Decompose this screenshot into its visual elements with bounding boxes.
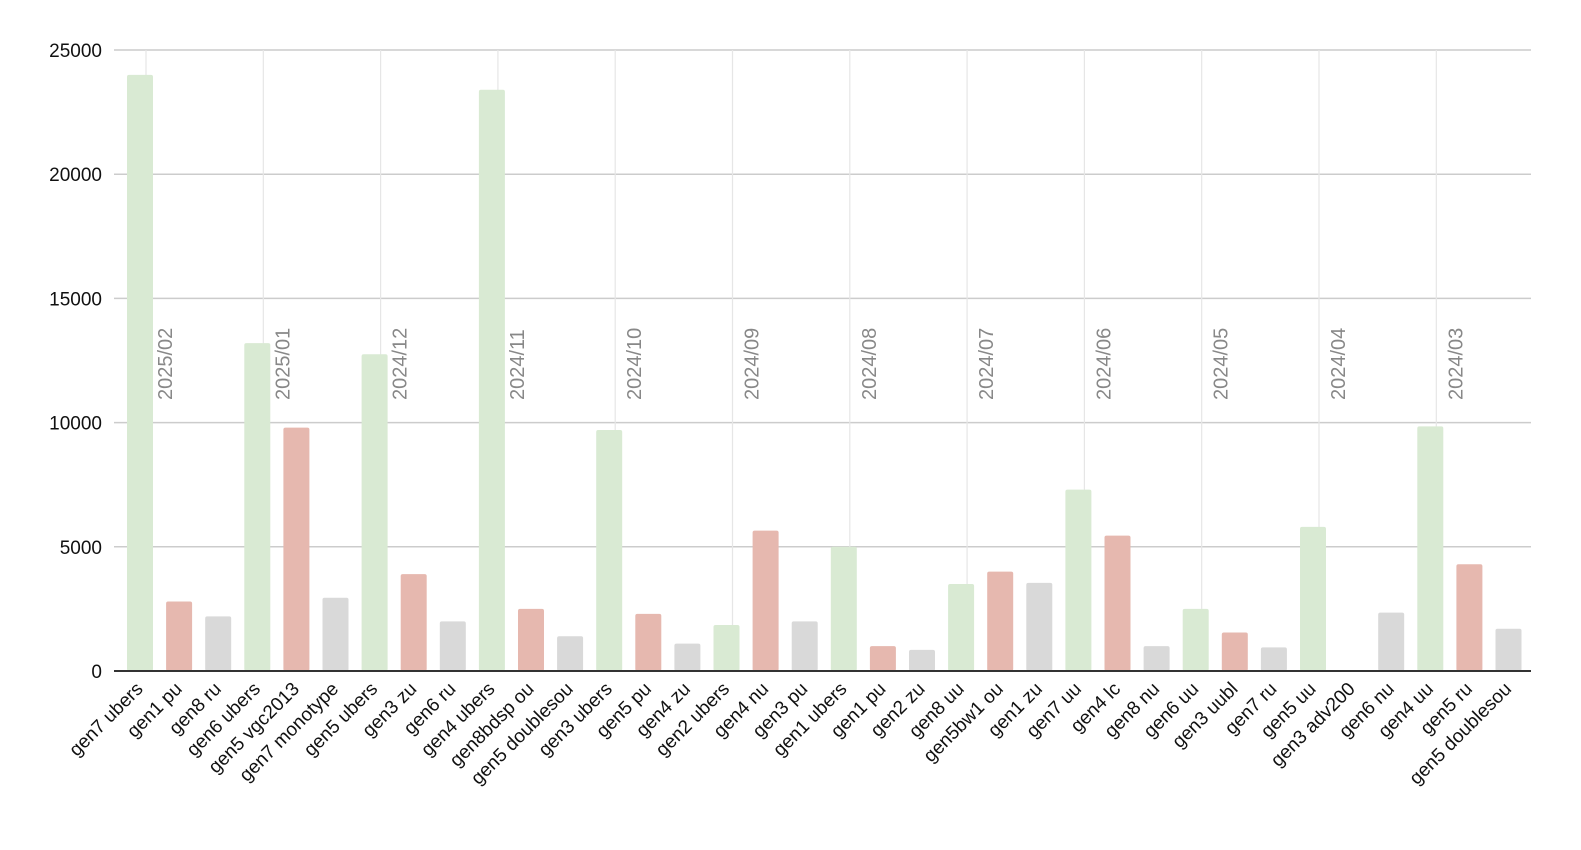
y-tick-label: 0 (91, 662, 102, 683)
bar (1417, 426, 1444, 671)
month-label: 2025/02 (155, 328, 177, 400)
month-label: 2024/03 (1445, 328, 1467, 400)
month-label: 2024/05 (1211, 328, 1233, 400)
bar (478, 89, 505, 671)
bar (987, 571, 1014, 671)
bar (283, 427, 310, 671)
y-tick-label: 20000 (49, 165, 102, 186)
month-markers: 2025/02 2025/01 2024/12 2024/11 2024/10 2024/… (145, 50, 1467, 671)
bar (1221, 632, 1248, 671)
bar (1495, 628, 1522, 671)
bar (557, 636, 584, 671)
bar (596, 430, 623, 671)
bar (1182, 608, 1209, 671)
bar (361, 354, 388, 671)
bar (674, 643, 701, 671)
month-label: 2024/04 (1328, 328, 1350, 400)
bar (948, 584, 975, 671)
bar (791, 621, 818, 671)
bar (1378, 612, 1405, 671)
bar (244, 343, 271, 671)
bar (1026, 582, 1053, 671)
bar (752, 530, 779, 671)
bar (1065, 489, 1092, 671)
bar (909, 649, 935, 671)
bar (400, 574, 427, 671)
bar (1300, 526, 1326, 671)
month-label: 2024/06 (1093, 328, 1115, 400)
y-tick-label: 15000 (49, 289, 102, 310)
y-axis-ticks: 0 5000 10000 15000 20000 25000 (49, 41, 102, 683)
bar (1104, 535, 1131, 671)
bar (1456, 564, 1483, 671)
bar (322, 597, 349, 671)
bar (127, 74, 153, 672)
gridlines (114, 49, 1531, 548)
bar (1143, 646, 1170, 671)
bar (1260, 647, 1287, 671)
bars (127, 74, 1522, 672)
bar (869, 646, 896, 671)
month-label: 2024/10 (624, 328, 646, 400)
bar (635, 613, 662, 671)
month-label: 2024/12 (390, 328, 412, 400)
month-label: 2024/09 (742, 328, 764, 400)
bar (439, 621, 466, 671)
y-tick-label: 10000 (49, 414, 102, 435)
bar (830, 546, 857, 671)
month-label: 2025/01 (272, 328, 294, 400)
bar (205, 616, 232, 671)
month-label: 2024/11 (507, 329, 529, 400)
month-label: 2024/08 (859, 328, 881, 400)
y-tick-label: 25000 (49, 41, 102, 62)
y-tick-label: 5000 (60, 538, 102, 559)
bar (713, 625, 740, 671)
bar (518, 608, 544, 671)
month-label: 2024/07 (976, 328, 998, 400)
bar (166, 601, 193, 671)
